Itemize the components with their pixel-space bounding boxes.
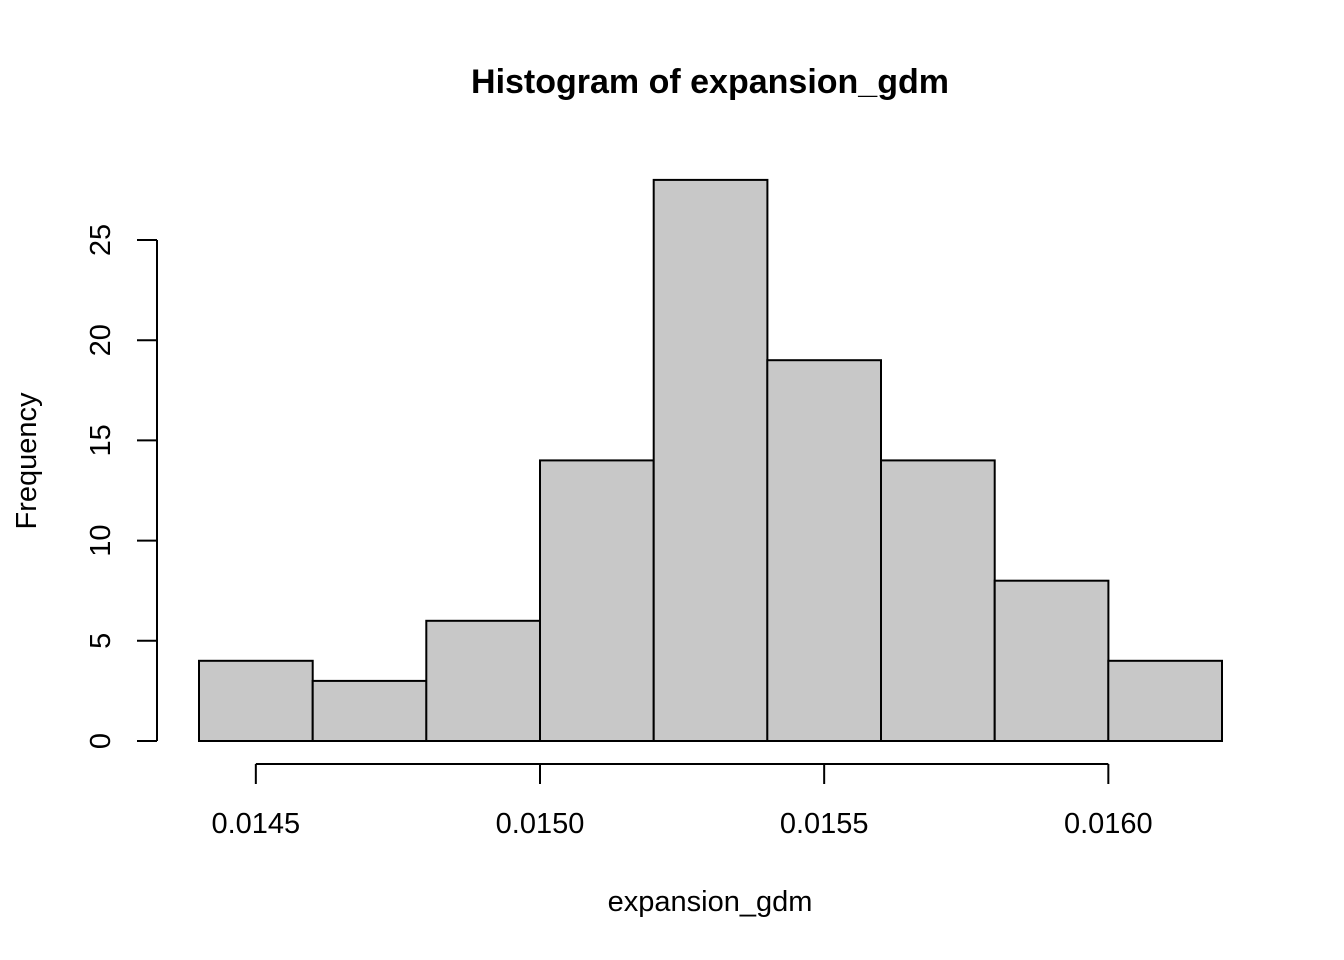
histogram-bar-2 bbox=[311, 679, 428, 743]
x-tick-label-0.0155: 0.0155 bbox=[780, 808, 869, 840]
histogram-bar-7 bbox=[880, 459, 996, 742]
bars-group bbox=[198, 178, 1224, 743]
y-tick-label-5: 5 bbox=[85, 633, 117, 649]
y-tick-label-10: 10 bbox=[85, 524, 117, 556]
x-tick-label-0.0160: 0.0160 bbox=[1064, 808, 1153, 840]
x-tick-label-0.0145: 0.0145 bbox=[211, 808, 300, 840]
histogram-bar-5 bbox=[652, 178, 769, 742]
y-axis: 0 5 10 15 20 25 bbox=[85, 224, 158, 749]
histogram-bar-8 bbox=[993, 579, 1110, 743]
histogram-bar-1 bbox=[198, 659, 314, 742]
histogram-bar-6 bbox=[766, 359, 882, 742]
x-axis-label: expansion_gdm bbox=[608, 886, 813, 918]
histogram-bar-3 bbox=[425, 619, 541, 742]
x-axis: 0.0145 0.0150 0.0155 0.0160 bbox=[211, 763, 1153, 840]
y-tick-label-15: 15 bbox=[85, 424, 117, 456]
y-tick-label-0: 0 bbox=[85, 733, 117, 749]
x-tick-label-0.0150: 0.0150 bbox=[496, 808, 585, 840]
histogram-bar-9 bbox=[1107, 659, 1224, 742]
chart-title: Histogram of expansion_gdm bbox=[471, 63, 949, 101]
y-axis-label: Frequency bbox=[11, 392, 43, 530]
y-tick-label-25: 25 bbox=[85, 224, 117, 256]
y-tick-label-20: 20 bbox=[85, 324, 117, 356]
histogram-bar-4 bbox=[539, 459, 655, 742]
